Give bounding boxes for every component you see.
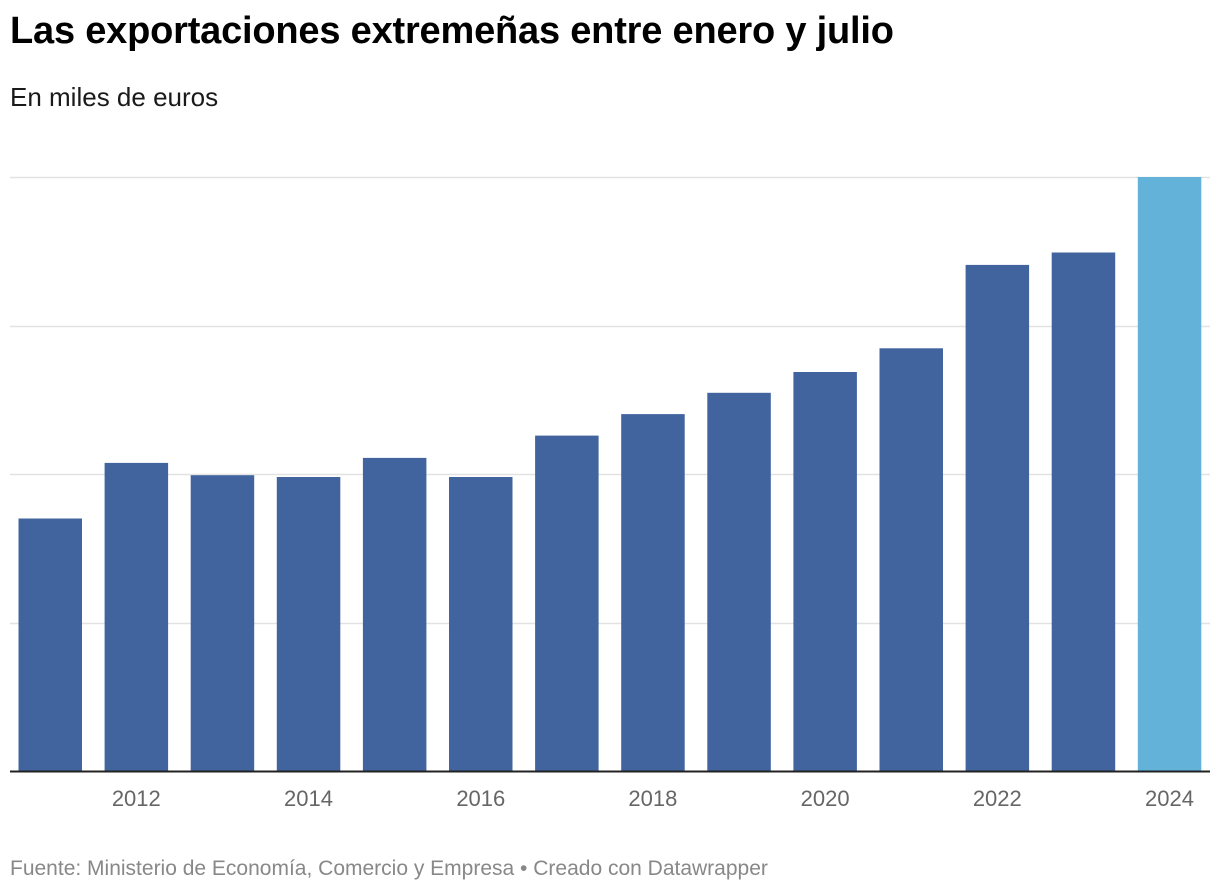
x-tick-label-2020: 2020 [801, 786, 850, 811]
bar-2016 [449, 477, 513, 771]
bar-2019 [707, 392, 771, 771]
bar-2013 [190, 475, 255, 771]
x-tick-label-2022: 2022 [973, 786, 1022, 811]
chart-subtitle: En miles de euros [10, 82, 219, 112]
x-axis-tick-labels: 2012 2014 2016 2018 2020 2022 2024 [112, 786, 1194, 811]
bar-2017 [535, 435, 599, 771]
chart-title: Las exportaciones extremeñas entre enero… [10, 10, 894, 52]
bar-2021 [879, 348, 943, 771]
footer-separator: • [514, 857, 534, 880]
bars [18, 177, 1202, 771]
x-tick-label-2014: 2014 [284, 786, 333, 811]
source-note: Fuente: Ministerio de Economía, Comercio… [10, 857, 515, 880]
bar-2023 [1051, 252, 1116, 771]
x-tick-label-2024: 2024 [1145, 786, 1194, 811]
bar-2018 [621, 414, 685, 771]
x-tick-label-2018: 2018 [628, 786, 677, 811]
bar-2011 [18, 518, 82, 771]
bar-2014 [276, 477, 341, 771]
bar-2024 [1137, 177, 1202, 771]
x-tick-label-2016: 2016 [456, 786, 505, 811]
bar-2022 [965, 264, 1030, 771]
bar-2012 [104, 462, 169, 771]
bar-chart: 2012 2014 2016 2018 2020 2022 2024 [10, 176, 1210, 811]
x-tick-label-2012: 2012 [112, 786, 161, 811]
bar-2020 [793, 372, 857, 771]
chart-footer: Fuente: Ministerio de Economía, Comercio… [10, 857, 768, 881]
gridlines [10, 176, 1210, 625]
bar-2015 [362, 457, 427, 771]
credit-note: Creado con Datawrapper [533, 857, 768, 880]
